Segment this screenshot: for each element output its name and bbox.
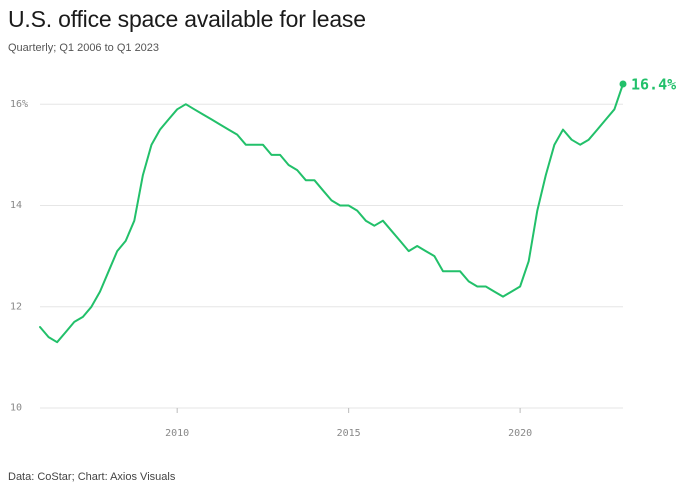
x-tick-label-2015: 2015 — [337, 428, 361, 439]
x-tick-label-2020: 2020 — [508, 428, 532, 439]
series-line-0 — [39, 83, 624, 344]
y-tick-label-14: 14 — [10, 200, 22, 211]
x-tick-label-2010: 2010 — [165, 428, 189, 439]
x-axis-ticks: 2010 2015 2020 — [165, 408, 532, 439]
y-axis-ticks: 10 12 14 16% — [10, 99, 28, 414]
y-tick-label-16: 16% — [10, 99, 28, 110]
source-note: Data: CoStar; Chart: Axios Visuals — [8, 471, 176, 483]
series-layer: 16.4% — [39, 76, 676, 344]
chart-subtitle: Quarterly; Q1 2006 to Q1 2023 — [8, 42, 160, 54]
y-tick-label-12: 12 — [10, 301, 22, 312]
end-value-label: 16.4% — [631, 76, 676, 94]
y-tick-label-10: 10 — [10, 403, 22, 414]
grid-lines — [40, 103, 623, 409]
chart-title: U.S. office space available for lease — [8, 6, 366, 32]
end-point-marker — [619, 80, 627, 88]
